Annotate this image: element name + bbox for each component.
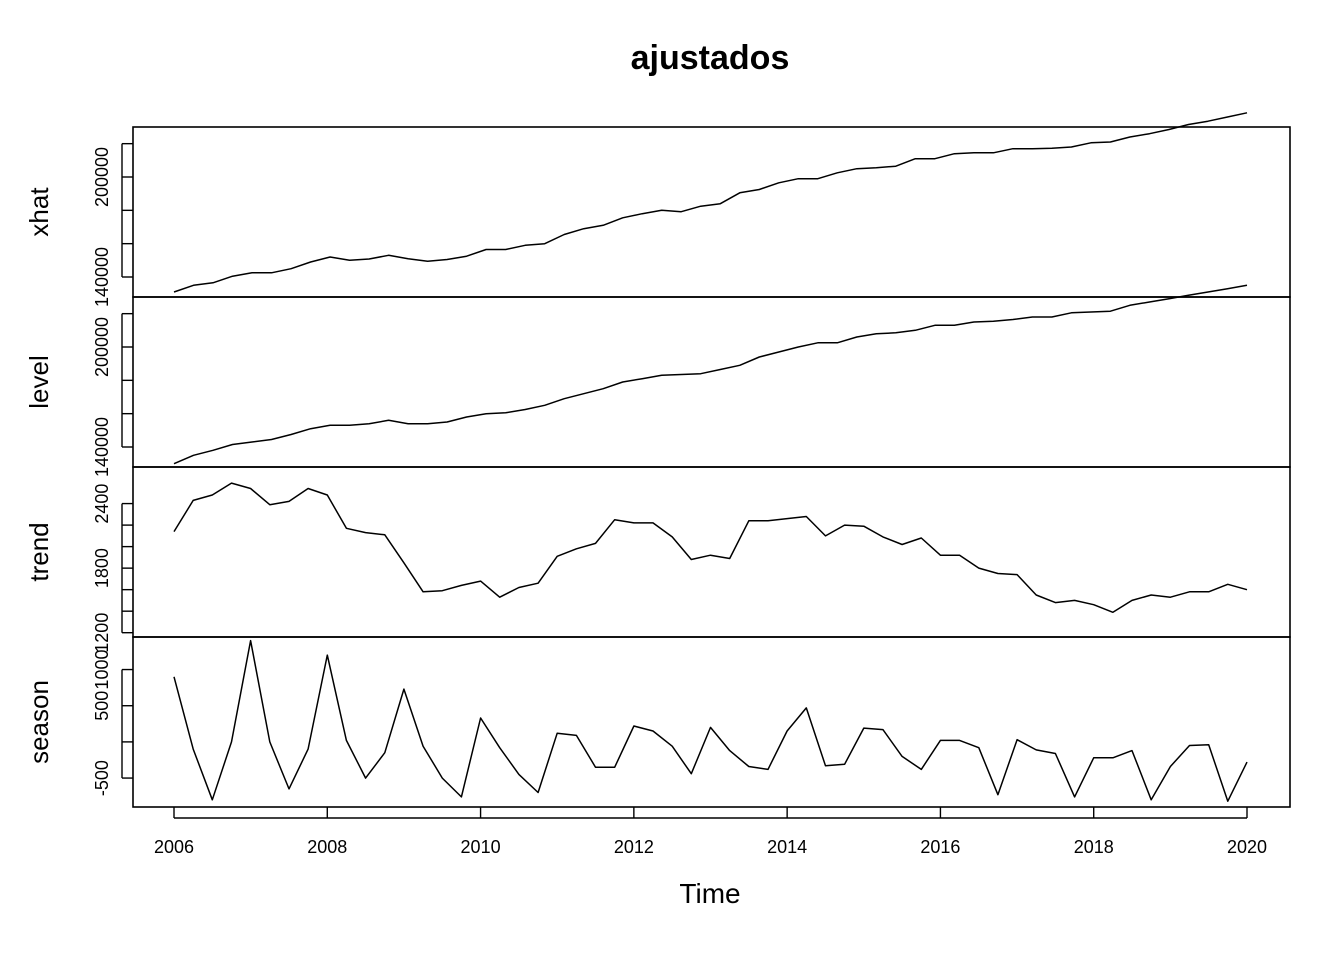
x-tick-label: 2010 xyxy=(461,837,501,857)
x-tick-label: 2018 xyxy=(1074,837,1114,857)
y-tick-label-season: -500 xyxy=(92,760,112,796)
y-tick-label-trend: 1800 xyxy=(92,548,112,588)
y-tick-label-level: 200000 xyxy=(92,317,112,377)
series-line-trend xyxy=(173,482,1248,614)
series-line-xhat xyxy=(173,112,1248,293)
panels: 140000 200000 xhat 140000 200000 level 1200 180… xyxy=(24,112,1291,808)
panel-frame-trend xyxy=(132,466,1291,638)
y-tick-label-xhat: 140000 xyxy=(92,247,112,307)
panel-trend: 1200 1800 2400 trend xyxy=(24,466,1291,653)
y-axis-label-xhat: xhat xyxy=(24,187,54,237)
panel-frame-level xyxy=(132,296,1291,468)
panel-level: 140000 200000 level xyxy=(24,284,1291,477)
series-line-level xyxy=(173,284,1248,465)
x-axis-label: Time xyxy=(679,878,740,909)
series-line-season xyxy=(173,639,1248,802)
x-tick-label: 2020 xyxy=(1227,837,1267,857)
y-tick-label-level: 140000 xyxy=(92,417,112,477)
x-axis: 2006 2008 2010 2012 2014 2016 2018 2020 xyxy=(154,807,1267,857)
x-tick-label: 2016 xyxy=(920,837,960,857)
panel-frame-season xyxy=(132,636,1291,808)
x-tick-label: 2008 xyxy=(307,837,347,857)
y-tick-label-trend: 2400 xyxy=(92,484,112,524)
y-axis-label-trend: trend xyxy=(24,522,54,581)
y-axis-label-level: level xyxy=(24,355,54,408)
x-tick-label: 2006 xyxy=(154,837,194,857)
y-tick-label-season: 1000 xyxy=(92,650,112,690)
panel-xhat: 140000 200000 xhat xyxy=(24,112,1291,307)
y-axis-label-season: season xyxy=(24,680,54,764)
chart-title: ajustados xyxy=(631,39,790,77)
y-tick-label-trend: 1200 xyxy=(92,613,112,653)
y-tick-label-season: 500 xyxy=(92,691,112,721)
x-tick-label: 2012 xyxy=(614,837,654,857)
y-tick-label-xhat: 200000 xyxy=(92,147,112,207)
panel-frame-xhat xyxy=(132,126,1291,298)
x-tick-label: 2014 xyxy=(767,837,807,857)
